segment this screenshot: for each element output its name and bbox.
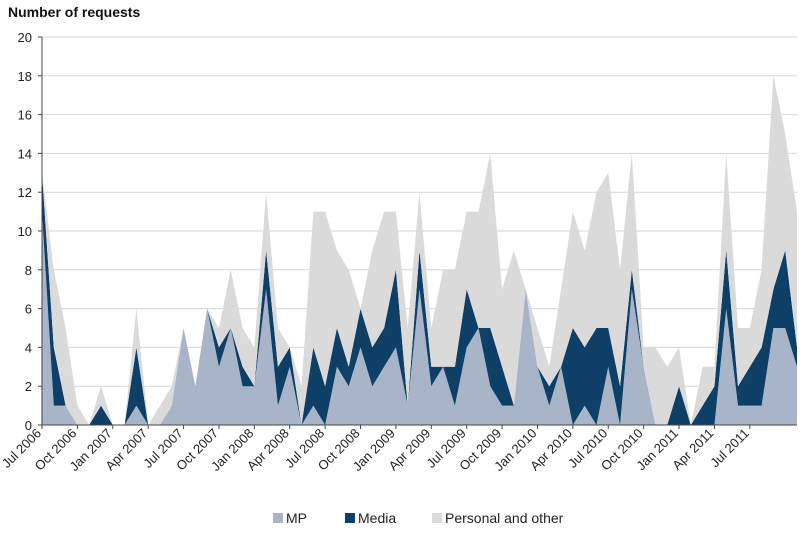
y-tick-label: 10 <box>18 224 32 239</box>
y-tick-label: 0 <box>25 418 32 433</box>
y-tick-labels: 0 2 4 6 8 10 12 14 16 18 20 <box>18 30 32 433</box>
series-area-media <box>42 172 797 425</box>
y-tick-label: 14 <box>18 146 32 161</box>
legend-swatch <box>345 513 355 523</box>
legend-swatch <box>432 513 442 523</box>
legend: MP Media Personal and other <box>273 510 564 526</box>
y-tick-label: 18 <box>18 69 32 84</box>
series-area-mp <box>42 211 797 425</box>
legend-item-media: Media <box>345 510 396 526</box>
x-tick-label: Jul 2011 <box>707 426 752 471</box>
legend-label: MP <box>286 510 307 526</box>
legend-item-mp: MP <box>273 510 307 526</box>
y-tick-label: 20 <box>18 30 32 45</box>
axes <box>38 36 797 429</box>
y-tick-label: 4 <box>25 340 32 355</box>
y-tick-label: 12 <box>18 185 32 200</box>
y-tick-label: 16 <box>18 108 32 123</box>
y-tick-label: 8 <box>25 263 32 278</box>
area-series-group <box>42 75 797 426</box>
legend-label: Media <box>358 510 396 526</box>
legend-item-personal-and-other: Personal and other <box>432 510 564 526</box>
y-tick-label: 6 <box>25 302 32 317</box>
y-tick-label: 2 <box>25 379 32 394</box>
legend-swatch <box>273 513 283 523</box>
legend-label: Personal and other <box>445 510 564 526</box>
y-axis-label: Number of requests <box>8 4 140 20</box>
